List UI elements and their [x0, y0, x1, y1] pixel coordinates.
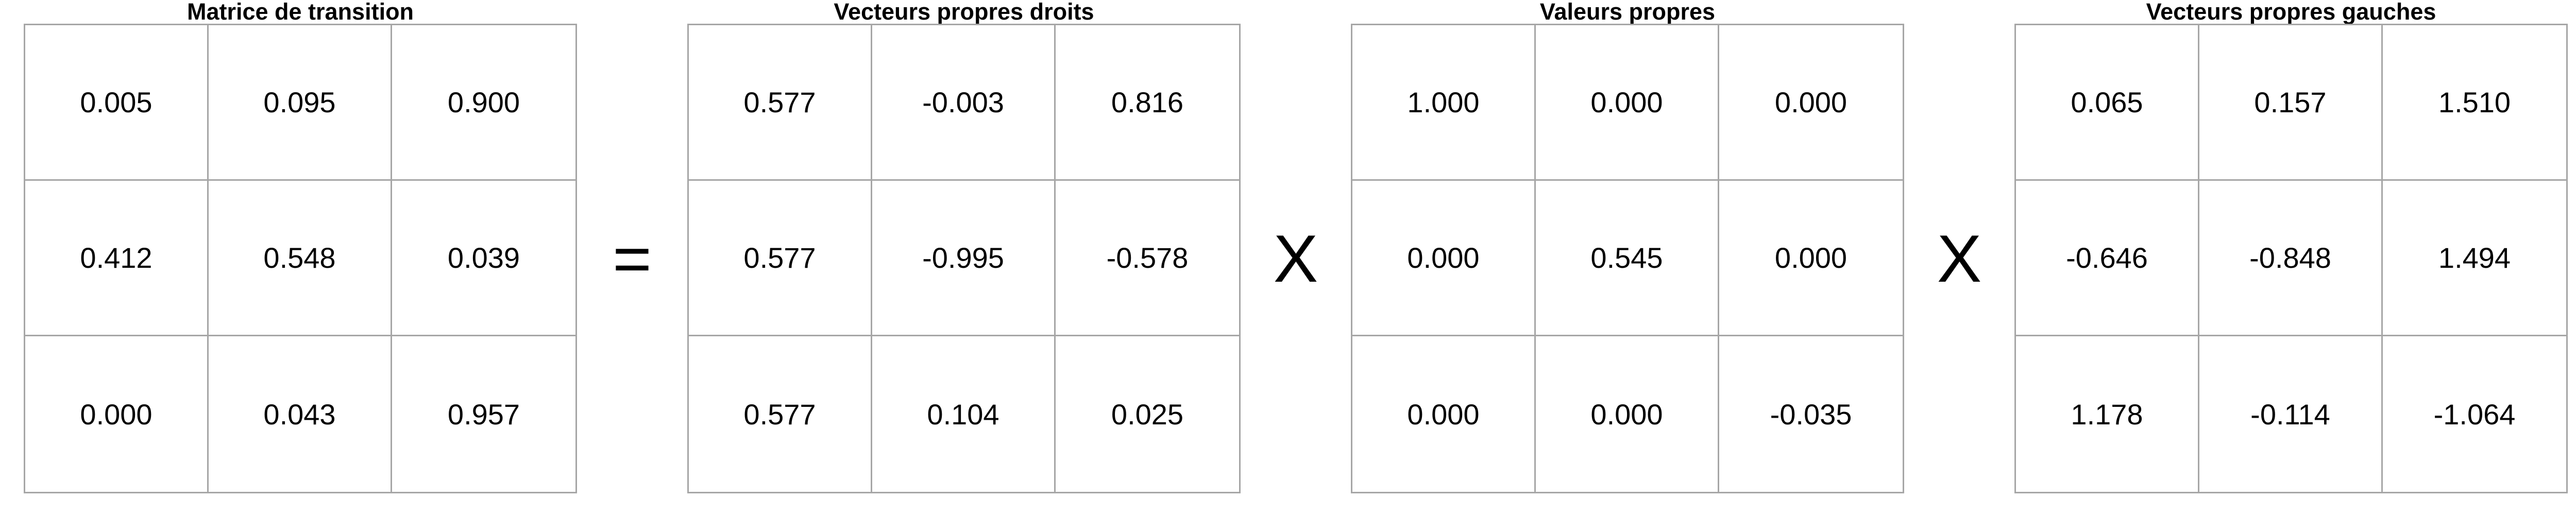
left-eigenvectors-title: Vecteurs propres gauches	[2146, 0, 2436, 25]
left-eigenvectors-grid: 0.065 0.157 1.510 -0.646 -0.848 1.494 1.…	[2014, 24, 2568, 493]
matrix-cell: 0.000	[1719, 181, 1903, 336]
matrix-cell: -0.995	[872, 181, 1056, 336]
matrix-cell: -0.848	[2199, 181, 2383, 336]
matrix-cell: -0.646	[2016, 181, 2199, 336]
matrix-cell: 0.104	[872, 336, 1056, 492]
matrix-cell: 0.000	[1536, 25, 1719, 181]
matrix-cell: -0.114	[2199, 336, 2383, 492]
matrix-cell: 0.065	[2016, 25, 2199, 181]
matrix-cell: 0.095	[209, 25, 392, 181]
matrix-cell: 0.577	[689, 25, 872, 181]
matrix-cell: 0.412	[25, 181, 209, 336]
eigenvalues-grid: 1.000 0.000 0.000 0.000 0.545 0.000 0.00…	[1351, 24, 1904, 493]
transition-matrix-title: Matrice de transition	[187, 0, 414, 25]
matrix-cell: -0.578	[1056, 181, 1239, 336]
matrix-cell: 0.577	[689, 336, 872, 492]
matrix-cell: 0.000	[25, 336, 209, 492]
matrix-cell: 0.000	[1719, 25, 1903, 181]
matrix-cell: 0.000	[1536, 336, 1719, 492]
transition-matrix-grid: 0.005 0.095 0.900 0.412 0.548 0.039 0.00…	[24, 24, 577, 493]
matrix-cell: -0.035	[1770, 398, 1852, 431]
matrix-cell: 0.043	[209, 336, 392, 492]
matrix-cell: 0.577	[689, 181, 872, 336]
matrix-cell: 1.000	[1352, 25, 1536, 181]
matrix-cell: 0.025	[1111, 398, 1184, 431]
matrix-cell: -0.003	[872, 25, 1056, 181]
right-eigenvectors-grid: 0.577 -0.003 0.816 0.577 -0.995 -0.578 0…	[687, 24, 1241, 493]
matrix-cell: 0.000	[1352, 181, 1536, 336]
matrix-cell: 0.816	[1056, 25, 1239, 181]
multiply-operator-1: X	[1273, 221, 1318, 296]
matrix-cell: 0.157	[2199, 25, 2383, 181]
multiply-operator-2: X	[1937, 221, 1982, 296]
matrix-cell: 0.900	[392, 25, 575, 181]
right-eigenvectors-title: Vecteurs propres droits	[834, 0, 1094, 25]
matrix-cell: 0.548	[209, 181, 392, 336]
equals-operator: =	[613, 221, 652, 296]
matrix-cell: -1.064	[2433, 398, 2516, 431]
matrix-cell: 1.494	[2383, 181, 2566, 336]
matrix-cell: 1.178	[2016, 336, 2199, 492]
matrix-cell: 0.000	[1352, 336, 1536, 492]
matrix-cell: 1.510	[2383, 25, 2566, 181]
matrix-cell: 0.039	[392, 181, 575, 336]
matrix-cell: 0.957	[447, 398, 520, 431]
eigenvalues-title: Valeurs propres	[1539, 0, 1716, 25]
matrix-cell: 0.005	[25, 25, 209, 181]
matrix-cell: 0.545	[1536, 181, 1719, 336]
